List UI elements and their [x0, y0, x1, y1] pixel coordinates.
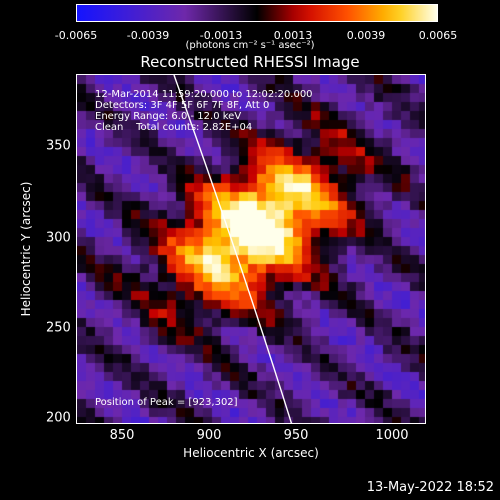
peak-position-label: Position of Peak = [923,302] — [95, 397, 238, 408]
x-tick-label: 850 — [109, 428, 135, 443]
colorbar-tick: -0.0065 — [54, 29, 98, 42]
colorbar-tick: 0.0013 — [273, 29, 313, 42]
y-tick-label: 200 — [46, 410, 71, 426]
plot-title: Reconstructed RHESSI Image — [140, 53, 360, 71]
heatmap-image — [77, 75, 425, 423]
time-range-label: 12-Mar-2014 11:59:20.000 to 12:02:20.000 — [95, 89, 313, 100]
colorbar-tick: 0.0039 — [346, 29, 386, 42]
timestamp-footer: 13-May-2022 18:52 — [366, 480, 494, 495]
energy-range-label: Energy Range: 6.0 - 12.0 keV — [95, 111, 242, 122]
y-tick-label: 350 — [46, 138, 71, 154]
colorbar — [76, 4, 438, 22]
solar-limb-line — [173, 75, 293, 423]
colorbar-tick: -0.0039 — [126, 29, 170, 42]
y-axis-label: Heliocentric Y (arcsec) — [19, 181, 33, 317]
x-axis-label: Heliocentric X (arcsec) — [183, 446, 319, 460]
x-tick-label: 900 — [196, 428, 222, 443]
colorbar-tick: 0.0065 — [418, 29, 458, 42]
y-tick-label: 250 — [46, 320, 71, 336]
detectors-label: Detectors: 3F 4F 5F 6F 7F 8F, Att 0 — [95, 100, 270, 111]
clean-counts-label: Clean Total counts: 2.82E+04 — [95, 122, 253, 133]
x-tick-label: 1000 — [375, 428, 409, 443]
colorbar-units: (photons cm⁻² s⁻¹ asec⁻²) — [185, 40, 315, 51]
image-plot[interactable]: 12-Mar-2014 11:59:20.000 to 12:02:20.000… — [76, 74, 426, 424]
y-tick-label: 300 — [46, 230, 71, 246]
colorbar-tick: -0.0013 — [199, 29, 243, 42]
x-tick-label: 950 — [283, 428, 309, 443]
